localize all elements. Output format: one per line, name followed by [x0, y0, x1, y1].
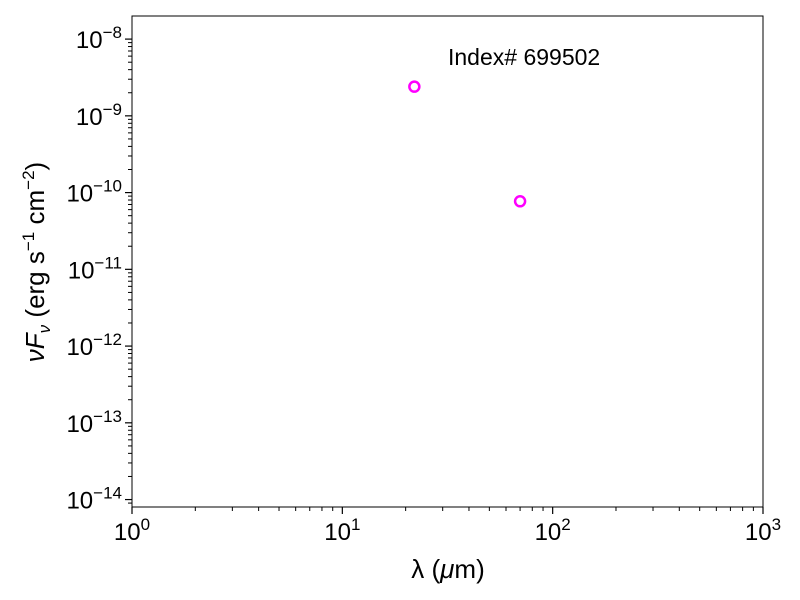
y-tick-label: 10−13 [66, 407, 122, 438]
data-points [408, 80, 527, 208]
y-tick-label: 10−12 [66, 330, 122, 361]
x-tick-label: 102 [535, 515, 571, 546]
x-axis-label: λ (μm) [411, 554, 484, 584]
y-tick-label: 10−11 [68, 253, 122, 284]
data-point [513, 195, 527, 208]
data-point [408, 80, 421, 93]
tick-labels: 100 101 102 103 10−14 10−13 10−12 10−11 10−10 10−… [66, 23, 781, 546]
x-tick-label: 101 [324, 515, 360, 546]
y-tick-label: 10−8 [76, 23, 122, 54]
y-axis-label: νFν (erg s−1 cm−2) [19, 162, 54, 362]
x-tick-label: 103 [745, 515, 781, 546]
x-tick-label: 100 [114, 515, 150, 546]
y-tick-label: 10−10 [66, 177, 122, 208]
minor-ticks [128, 42, 754, 511]
y-tick-label: 10−9 [76, 100, 122, 131]
annotation-label: Index# 699502 [448, 44, 600, 70]
plot-frame [131, 15, 764, 508]
major-ticks [125, 38, 764, 514]
plot-area [132, 16, 763, 507]
y-tick-label: 10−14 [66, 484, 122, 515]
